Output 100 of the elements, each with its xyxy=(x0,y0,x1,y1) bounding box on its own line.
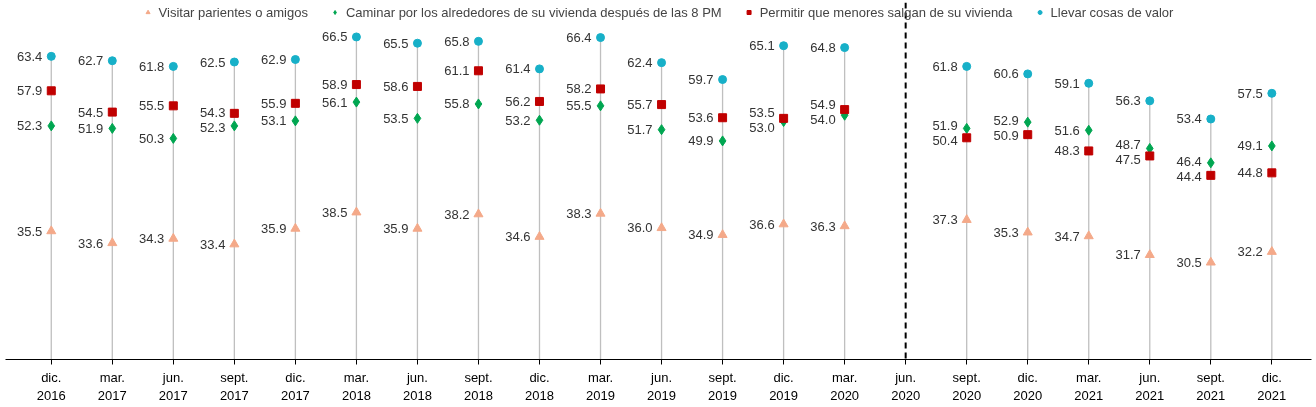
x-tick-label: dic. 2020 xyxy=(1013,369,1043,403)
data-label: 33.6 xyxy=(78,235,104,251)
point xyxy=(46,86,56,96)
legend-label: Caminar por los alrededores de su vivienda después de las 8 PM xyxy=(345,4,722,20)
data-label: 36.0 xyxy=(627,220,653,236)
x-tick-label: sept. 2021 xyxy=(1196,369,1226,403)
x-tick-label: mar. 2021 xyxy=(1074,369,1104,403)
data-label: 64.8 xyxy=(810,40,836,56)
point xyxy=(595,207,606,217)
x-tick-label: dic. 2017 xyxy=(280,369,310,403)
point xyxy=(717,229,728,238)
data-label: 30.5 xyxy=(1176,254,1202,270)
legend-label: Permitir que menores salgan de su vivienda xyxy=(759,4,1013,20)
data-label: 61.1 xyxy=(444,63,470,79)
point xyxy=(46,51,56,61)
data-label: 55.5 xyxy=(139,98,165,114)
point xyxy=(351,32,361,42)
data-label: 53.5 xyxy=(749,104,775,120)
point xyxy=(1206,114,1216,124)
x-tick-label: jun. 2021 xyxy=(1135,369,1165,403)
data-label: 46.4 xyxy=(1176,154,1202,170)
data-label: 54.9 xyxy=(810,97,836,113)
point xyxy=(1023,69,1033,79)
point xyxy=(657,58,667,68)
point xyxy=(535,64,544,74)
point xyxy=(291,115,300,127)
data-label: 35.9 xyxy=(261,221,287,237)
point xyxy=(535,114,544,126)
point xyxy=(168,61,178,71)
point xyxy=(1023,130,1033,140)
point xyxy=(46,225,57,235)
data-label: 65.5 xyxy=(383,35,409,51)
point xyxy=(107,56,117,66)
data-label: 58.6 xyxy=(383,78,409,94)
data-label: 54.5 xyxy=(78,104,104,120)
x-tick-label: dic. 2016 xyxy=(36,369,66,403)
data-label: 62.5 xyxy=(200,54,226,70)
x-tick-label: jun. 2020 xyxy=(891,369,921,403)
data-label: 54.3 xyxy=(200,104,226,120)
data-label: 53.6 xyxy=(688,110,714,126)
point xyxy=(840,105,850,115)
x-tick-label: dic. 2021 xyxy=(1257,369,1287,403)
point xyxy=(47,120,56,132)
data-label: 47.5 xyxy=(1115,152,1141,168)
x-tick-label: jun. 2017 xyxy=(158,369,188,403)
point xyxy=(1206,157,1215,169)
point xyxy=(473,208,484,218)
point xyxy=(412,38,422,48)
point xyxy=(779,113,789,123)
data-label: 48.7 xyxy=(1115,137,1141,153)
point xyxy=(1145,151,1155,161)
point xyxy=(1267,88,1277,98)
point xyxy=(656,222,667,232)
data-label: 53.2 xyxy=(505,112,531,128)
data-label: 61.8 xyxy=(932,58,958,74)
x-tick-label: jun. 2018 xyxy=(402,369,432,403)
point xyxy=(718,75,728,85)
data-label: 51.9 xyxy=(932,118,958,134)
point xyxy=(535,96,544,106)
data-label: 65.1 xyxy=(749,38,775,54)
point xyxy=(290,55,300,64)
point xyxy=(596,84,606,94)
data-label: 58.9 xyxy=(322,77,348,93)
point xyxy=(1267,168,1277,178)
data-label: 53.1 xyxy=(261,113,287,129)
point xyxy=(1022,226,1033,236)
point xyxy=(230,120,239,132)
legend-label: Llevar cosas de valor xyxy=(1050,4,1174,20)
x-tick-label: dic. 2018 xyxy=(525,369,554,403)
data-label: 35.9 xyxy=(383,221,409,237)
point xyxy=(962,133,972,143)
point xyxy=(351,206,362,216)
point xyxy=(474,98,483,110)
legend-label: Visitar parientes o amigos xyxy=(158,4,308,20)
point xyxy=(718,113,728,123)
data-label: 34.9 xyxy=(688,227,714,243)
point xyxy=(168,232,179,242)
data-label: 59.1 xyxy=(1054,75,1080,91)
data-label: 55.9 xyxy=(261,95,287,111)
data-label: 51.6 xyxy=(1054,122,1080,138)
point xyxy=(839,220,850,230)
point xyxy=(412,222,423,232)
data-label: 37.3 xyxy=(932,212,958,228)
point xyxy=(229,108,239,118)
point xyxy=(1266,246,1277,255)
point xyxy=(229,238,240,248)
data-label: 55.5 xyxy=(566,98,592,114)
x-tick-label: sept. 2020 xyxy=(952,369,982,403)
point xyxy=(962,122,971,134)
point xyxy=(352,96,361,108)
data-label: 44.4 xyxy=(1176,168,1202,184)
x-tick-label: sept. 2017 xyxy=(219,369,249,403)
data-label: 52.3 xyxy=(16,118,43,134)
x-tick-label: mar. 2020 xyxy=(830,369,860,403)
point xyxy=(840,43,850,53)
x-tick-label: mar. 2019 xyxy=(586,369,615,403)
point xyxy=(351,80,361,90)
data-label: 49.1 xyxy=(1237,138,1263,154)
data-label: 54.0 xyxy=(810,112,836,128)
x-tick-label: mar. 2018 xyxy=(341,369,371,403)
